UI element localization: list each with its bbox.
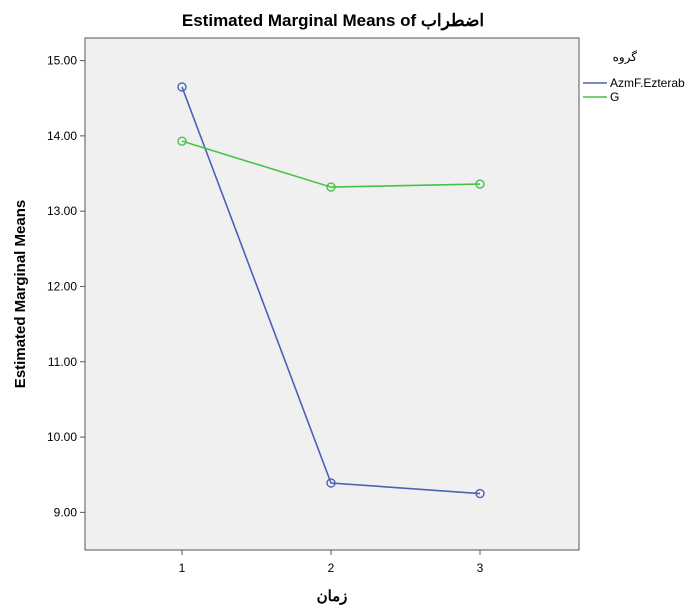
y-tick-label: 13.00 bbox=[47, 204, 77, 218]
y-axis: 9.00 10.00 11.00 12.00 13.00 14.00 15.00 bbox=[47, 54, 85, 519]
y-tick-label: 9.00 bbox=[54, 505, 78, 519]
y-tick-label: 10.00 bbox=[47, 430, 77, 444]
x-tick-label: 3 bbox=[477, 561, 484, 575]
data-point bbox=[177, 136, 187, 146]
series-line bbox=[181, 140, 481, 188]
x-tick-label: 2 bbox=[328, 561, 335, 575]
plot-area bbox=[84, 37, 580, 551]
y-tick-label: 15.00 bbox=[47, 54, 77, 68]
data-point bbox=[475, 488, 485, 499]
data-point bbox=[475, 179, 485, 189]
data-point bbox=[326, 182, 336, 192]
y-axis-title: Estimated Marginal Means bbox=[12, 200, 29, 388]
legend-item-label: G bbox=[610, 90, 619, 104]
data-point bbox=[177, 82, 187, 92]
y-tick-label: 11.00 bbox=[48, 355, 77, 369]
legend-title: گروه bbox=[613, 50, 638, 64]
data-point bbox=[326, 478, 336, 488]
series-line bbox=[181, 86, 481, 495]
legend-item-label: AzmF.Ezterab bbox=[610, 76, 685, 90]
y-tick-label: 12.00 bbox=[47, 279, 77, 293]
x-tick-label: 1 bbox=[179, 561, 186, 575]
series-layer bbox=[177, 82, 485, 499]
y-tick-label: 14.00 bbox=[47, 129, 77, 143]
chart-title: Estimated Marginal Means of اضطراب bbox=[182, 11, 484, 31]
x-axis-title: زمان bbox=[317, 588, 348, 605]
x-axis: 1 2 3 bbox=[179, 550, 484, 575]
